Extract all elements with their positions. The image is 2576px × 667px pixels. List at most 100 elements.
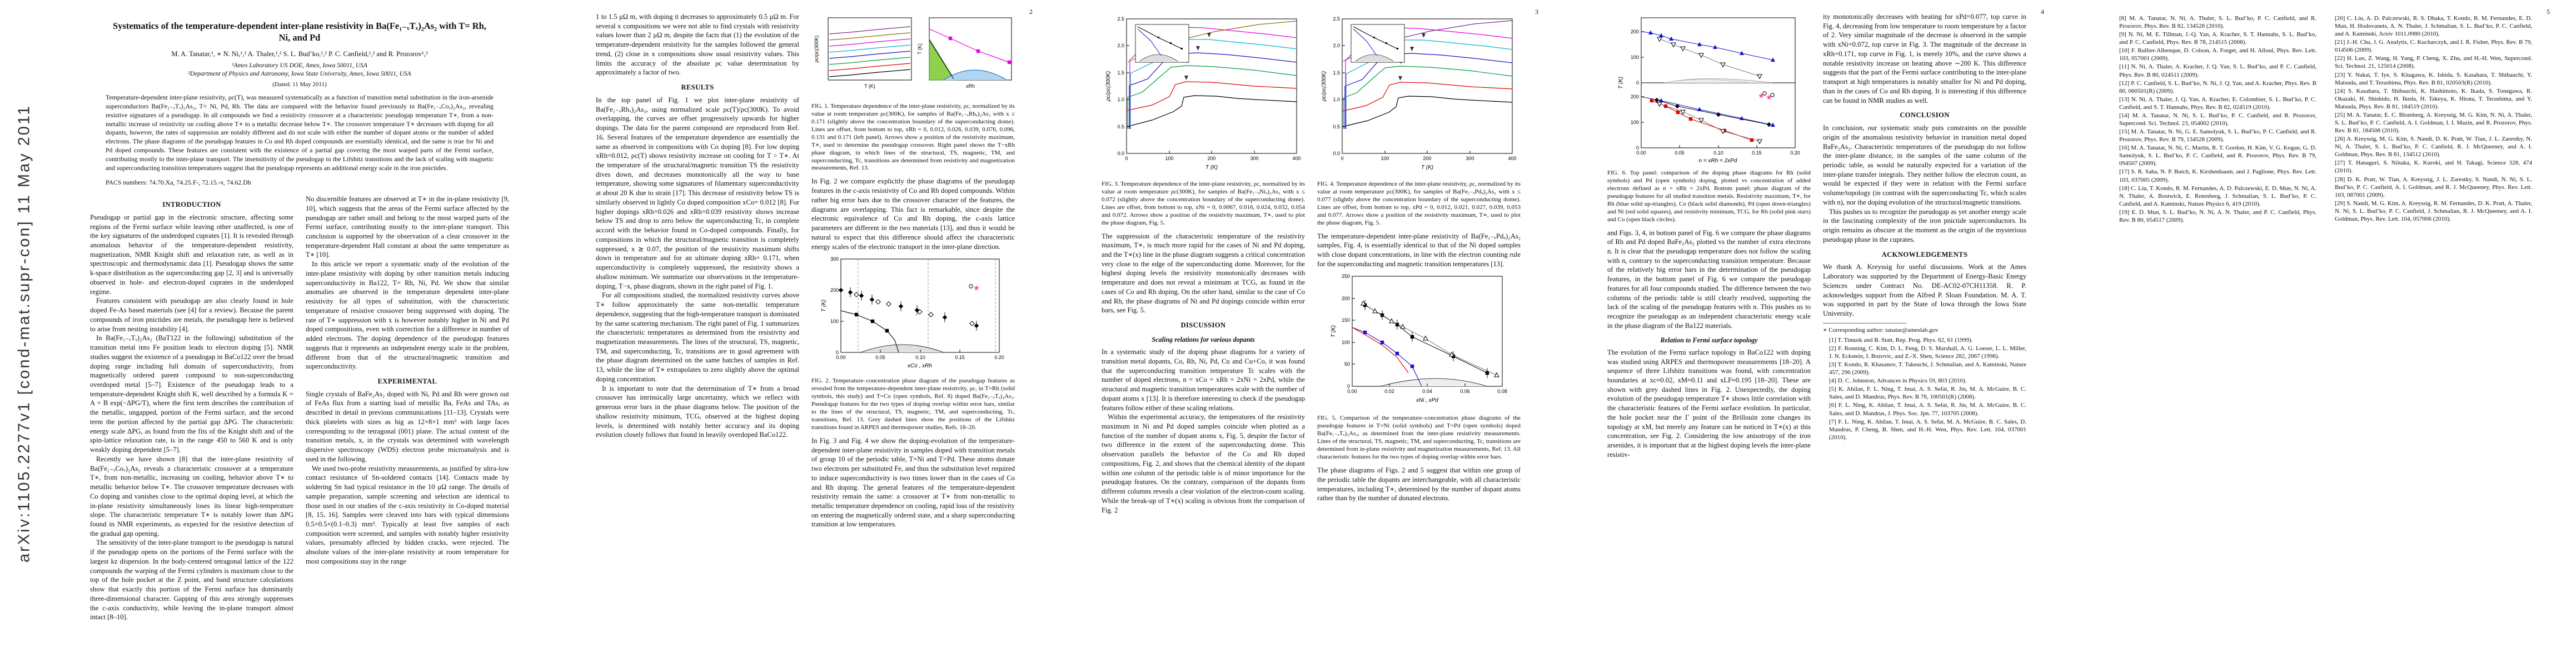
paragraph: ity monotonically decreases with heating…	[1823, 13, 2026, 104]
affiliation-2: ²Department of Physics and Astronomy, Io…	[188, 70, 411, 77]
reference-item: [18] C. Liu, T. Kondo, R. M. Fernandes, …	[2119, 185, 2316, 207]
paragraph: For all compositions studied, the normal…	[596, 291, 799, 383]
paragraph: Recently we have shown [8] that the inte…	[90, 455, 293, 537]
figure-4-caption: FIG. 4. Temperature dependence of the in…	[1317, 180, 1521, 226]
reference-item: [2] F. Ronning, C. Kim, D. L. Feng, D. S…	[1829, 345, 2026, 360]
section-results: RESULTS	[681, 83, 714, 92]
tick-label: 0.15	[955, 355, 965, 360]
fig2-chart: 0.00 0.05 0.10 0.15 0.20 0 100 200 300 x…	[821, 256, 1004, 369]
dated-line: (Dated: 11 May 2011)	[272, 81, 327, 88]
reference-item: [9] N. Ni, M. E. Tillman, J.-Q. Yan, A. …	[2119, 31, 2316, 46]
tick-label: 0	[1636, 145, 1639, 151]
section-discussion: DISCUSSION	[1180, 321, 1226, 330]
fig6-xlabel: n = xRh = 2xPd	[1699, 158, 1737, 164]
tick-label: 250	[1342, 273, 1350, 279]
reference-item: [21] J.-H. Chu, J. G. Analytis, C. Kucha…	[2335, 39, 2532, 54]
page4-left-column: 0.00 0.05 0.10 0.15 0.20 0 100 200 0 100…	[1607, 12, 1811, 460]
fig5-chart: 0.00 0.02 0.04 0.06 0.08 0 50 100 150 20…	[1331, 273, 1507, 404]
tick-label: 0.00	[1636, 150, 1646, 156]
reference-item: [15] M. A. Tanatar, N. Ni, G. E. Samolyu…	[2119, 128, 2316, 143]
tick-label: 0.5	[1333, 124, 1340, 130]
section-experimental: EXPERIMENTAL	[377, 377, 437, 385]
figure-6-caption: FIG. 6. Top panel: comparison of the dop…	[1607, 169, 1811, 223]
tick-label: 0.10	[915, 355, 925, 360]
reference-item: [19] E. D. Mun, S. L. Bud’ko, N. Ni, A. …	[2119, 208, 2316, 223]
arxiv-watermark-strip: arXiv:1105.2277v1 [cond-mat.supr-con] 11…	[0, 0, 47, 667]
reference-list: [1] T. Timusk and B. Statt, Rep. Prog. P…	[1823, 336, 2026, 441]
tick-label: 0.02	[1384, 389, 1394, 394]
figure-2: 0.00 0.05 0.10 0.15 0.20 0 100 200 300 x…	[811, 252, 1015, 432]
page-number: 5	[2547, 8, 2550, 16]
reference-item: [5] K. Ahilan, F. L. Ning, T. Imai, A. S…	[1829, 386, 2026, 401]
paragraph: In the top panel of Fig. 1 we plot inter…	[596, 96, 799, 290]
paragraph: Single crystals of BaFe₂As₂ doped with N…	[306, 390, 509, 463]
tick-label: 2.0	[1333, 43, 1340, 48]
paragraph: The phase diagrams of Figs. 2 and 5 sugg…	[1317, 466, 1521, 502]
reference-item: [17] S. R. Saha, N. P. Butch, K. Kirshen…	[2119, 168, 2316, 183]
tick-label: 400	[1292, 156, 1301, 161]
section-introduction: INTRODUCTION	[162, 201, 221, 209]
tick-label: 100	[830, 318, 839, 324]
paragraph: In Ba(Fe₁₋ₓTₓ)₂As₂ (BaT122 in the follow…	[90, 334, 293, 454]
figure-4: 0 100 200 300 400 0.0 0.5 1.0 1.5 2.0 2.…	[1317, 13, 1521, 227]
tick-label: 150	[1342, 317, 1350, 323]
paragraph: Pseudogap or partial gap in the electron…	[90, 213, 293, 296]
page4-right-column: ity monotonically decreases with heating…	[1823, 12, 2026, 442]
page1-right-column: No discernible features are observed at …	[306, 195, 509, 566]
tick-label: 0	[1347, 384, 1350, 389]
figure-1-caption: FIG. 1. Temperature dependence of the in…	[811, 102, 1015, 172]
fig3-xlabel: T (K)	[1205, 165, 1218, 171]
paragraph: and Figs. 3, 4, in bottom panel of Fig. …	[1607, 228, 1811, 330]
corresponding-author-footnote: ∗ Corresponding author: tanatar@ameslab.…	[1823, 326, 1939, 334]
tick-label: 2.0	[1117, 43, 1124, 48]
reference-item: [8] M. A. Tanatar, N. Ni, A. Thaler, S. …	[2119, 15, 2316, 30]
arxiv-watermark: arXiv:1105.2277v1 [cond-mat.supr-con] 11…	[15, 104, 33, 563]
paragraph: In conclusion, our systematic study puts…	[1823, 124, 2026, 206]
paragraph: Features consistent with pseudogap are a…	[90, 297, 293, 333]
figure-3-caption: FIG. 3. Temperature dependence of the in…	[1102, 180, 1305, 226]
reference-item: [25] M. A. Tanatar, E. C. Blomberg, A. K…	[2335, 111, 2532, 135]
reference-item: [13] N. Ni, A. Thaler, J. Q. Yan, A. Kra…	[2119, 96, 2316, 111]
page2-right-column: T (K) ρc/ρc(300K) xRh T (K) FIG. 1. Tem	[811, 12, 1015, 529]
reference-item: [24] S. Kasahara, T. Shibauchi, K. Hashi…	[2335, 87, 2532, 110]
tick-label: 100	[1165, 156, 1173, 161]
fig1-chart: T (K) ρc/ρc(300K) xRh T (K)	[814, 17, 1012, 89]
tick-label: 0	[1341, 156, 1343, 161]
reference-item: [23] Y. Nakai, T. Iye, S. Kitagawa, K. I…	[2335, 71, 2532, 86]
tick-label: 1.5	[1333, 70, 1340, 76]
tick-label: 0.20	[1790, 150, 1800, 156]
tick-label: 400	[1508, 156, 1516, 161]
subsection-fermi-topology: Relation to Fermi surface topology	[1660, 336, 1758, 344]
paragraph: Within the experimental accuracy, the te…	[1102, 413, 1305, 514]
paragraph: It is important to note that the determi…	[596, 384, 799, 439]
tick-label: 200	[1631, 29, 1639, 34]
tick-label: 0.05	[875, 355, 885, 360]
tick-label: 0.0	[1117, 151, 1124, 156]
page-2: 2 1 to 1.5 μΩ m, with doping it decrease…	[552, 0, 1058, 667]
tick-label: 0.00	[1347, 389, 1357, 394]
tick-label: 100	[1631, 120, 1639, 125]
reference-item: [28] D. K. Pratt, W. Tian, A. Kreyssig, …	[2335, 176, 2532, 198]
page-3: 3	[1058, 0, 1564, 667]
fig6-ylabel: T (K)	[1618, 77, 1624, 89]
paragraph: In this article we report a systematic s…	[306, 260, 509, 371]
section-acknowledgements: ACKNOWLEDGEMENTS	[1881, 250, 1968, 258]
page3-right-column: 0 100 200 300 400 0.0 0.5 1.0 1.5 2.0 2.…	[1317, 12, 1521, 503]
figure-2-caption: FIG. 2. Temperature–concentration phase …	[811, 377, 1015, 431]
reference-item: [27] T. Hanaguri, S. Niitaka, K. Kuroki,…	[2335, 160, 2532, 175]
tick-label: 0.00	[836, 355, 846, 360]
fig4-xlabel: T (K)	[1421, 165, 1433, 171]
page-number: 3	[1535, 8, 1538, 16]
paragraph: We thank A. Kreyssig for useful discussi…	[1823, 263, 2026, 318]
fig1-ylabel-b: T (K)	[917, 43, 923, 54]
paragraph: The suppression of the characteristic te…	[1102, 232, 1305, 315]
tick-label: 1.5	[1117, 70, 1124, 76]
fig1-xlabel-a: T (K)	[864, 83, 875, 89]
page-4: 4	[1564, 0, 2070, 667]
fig3-ylabel: ρc/ρc(300K)	[1105, 71, 1112, 102]
tick-label: 100	[1381, 156, 1389, 161]
paragraph: In a systematic study of the doping phas…	[1102, 348, 1305, 412]
affiliation-1: ¹Ames Laboratory US DOE, Ames, Iowa 5001…	[232, 62, 367, 69]
subsection-scaling: Scaling relations for various dopants	[1152, 335, 1255, 344]
